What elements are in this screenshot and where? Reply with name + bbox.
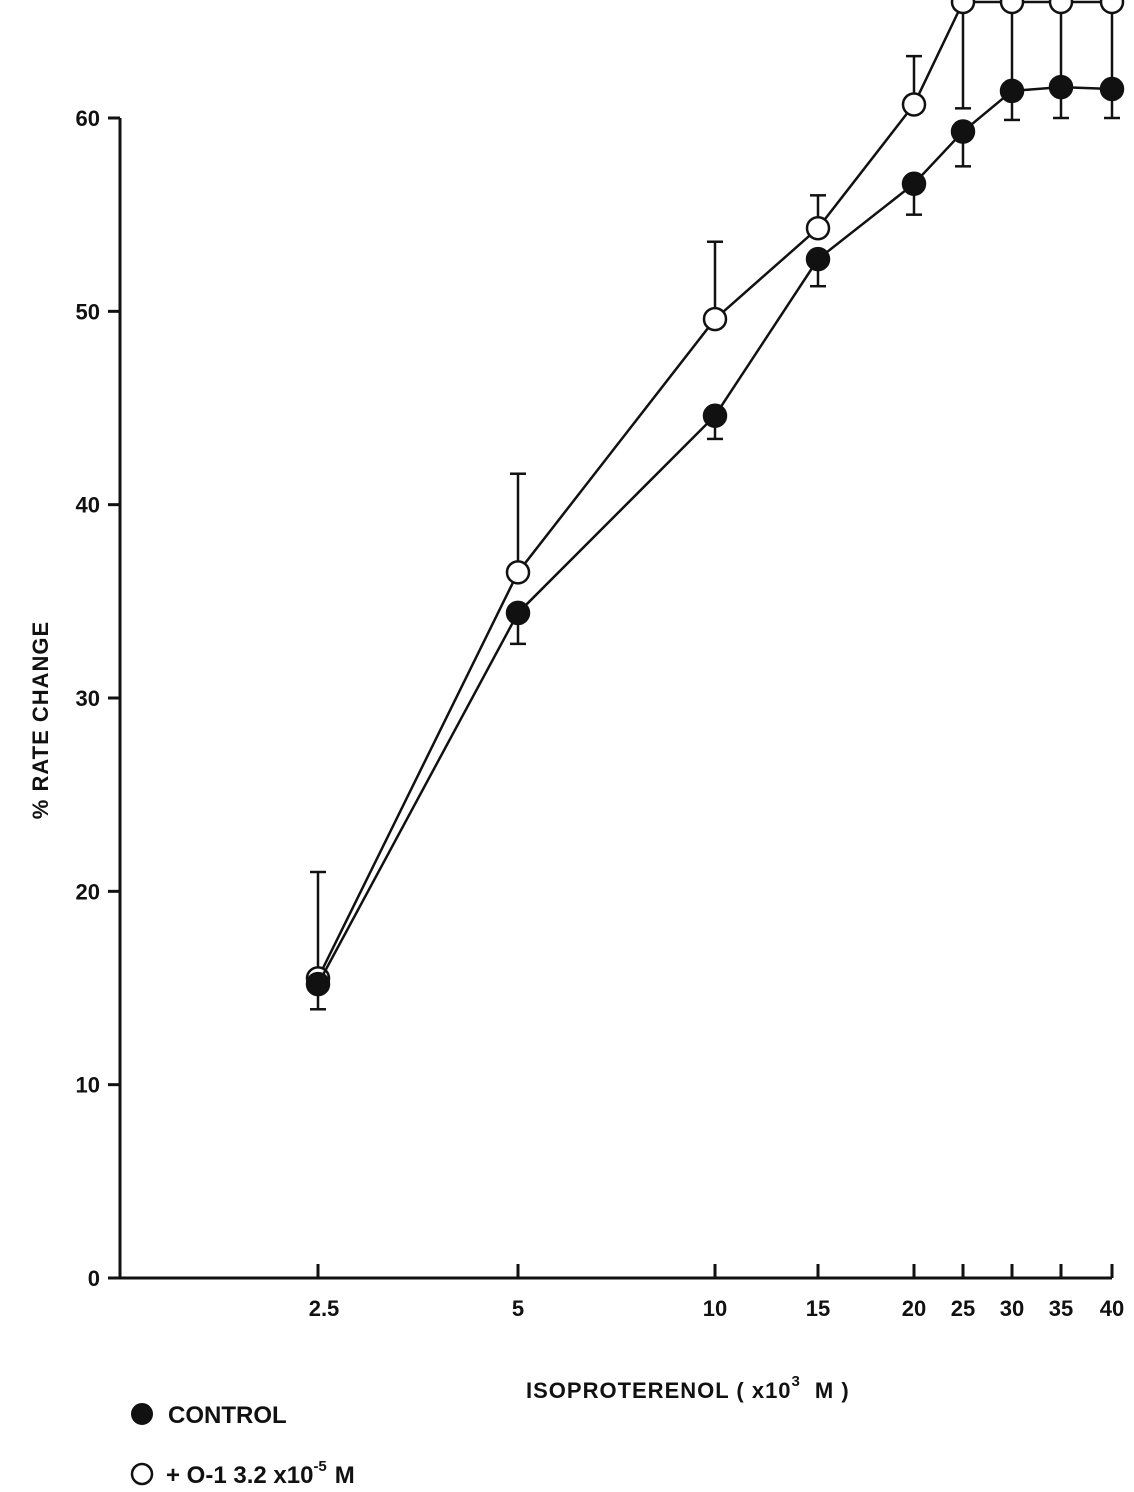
data-point-control [901, 171, 927, 196]
y-tick-label: 60 [76, 106, 100, 131]
data-point-o1 [950, 0, 976, 15]
y-tick-label: 40 [76, 493, 100, 518]
x-tick-label: 20 [902, 1296, 926, 1321]
x-ticks: 2.5 5 10 15 20 25 30 35 40 [309, 1264, 1124, 1321]
series-control [305, 74, 1125, 1011]
legend-o1-label-exponent: -5 [313, 1458, 326, 1475]
data-point-o1 [805, 215, 831, 241]
x-tick-label: 2.5 [309, 1296, 340, 1321]
legend: CONTROL + O-1 3.2 x10-5 M [130, 1402, 355, 1489]
data-point-control [805, 246, 831, 272]
legend-control-marker [131, 1403, 153, 1425]
legend-o1-label-prefix: + O-1 3.2 x10 [166, 1462, 313, 1489]
x-tick-label: 15 [806, 1296, 830, 1321]
y-axis-label: % RATE CHANGE [28, 621, 53, 819]
x-tick-label: 30 [1000, 1296, 1024, 1321]
x-tick-label: 5 [512, 1296, 524, 1321]
data-point-control [999, 78, 1025, 104]
data-point-o1 [505, 560, 531, 585]
data-point-control [950, 119, 976, 144]
data-point-o1 [1099, 0, 1125, 15]
legend-control-label: CONTROL [168, 1402, 287, 1429]
series-layer [305, 0, 1125, 1011]
x-axis-label-prefix: ISOPROTERENOL ( x10 [526, 1378, 792, 1403]
data-point-control [505, 600, 531, 626]
y-tick-label: 10 [76, 1073, 100, 1098]
y-tick-label: 20 [76, 879, 100, 904]
x-tick-label: 25 [951, 1296, 975, 1321]
series-line-o1 [316, 0, 1112, 979]
y-ticks: 0 10 20 30 40 50 60 [76, 106, 120, 1291]
data-point-control [305, 971, 331, 997]
series-line-control [316, 85, 1113, 985]
x-axis-label: ISOPROTERENOL ( x103 M ) [526, 1373, 850, 1403]
y-tick-label: 50 [76, 299, 100, 324]
legend-o1-marker [130, 1462, 154, 1486]
x-axis-label-suffix: M ) [815, 1378, 850, 1403]
series-o1 [305, 0, 1125, 991]
x-tick-label: 35 [1049, 1296, 1073, 1321]
x-axis-label-exponent: 3 [792, 1373, 801, 1390]
x-tick-label: 40 [1100, 1296, 1124, 1321]
legend-o1-label: + O-1 3.2 x10-5 M [166, 1458, 355, 1489]
data-point-o1 [999, 0, 1025, 15]
y-tick-label: 30 [76, 686, 100, 711]
data-point-control [702, 403, 728, 428]
data-point-control [1048, 74, 1074, 100]
legend-o1-label-suffix: M [335, 1462, 355, 1489]
y-tick-label: 0 [88, 1266, 100, 1291]
x-tick-label: 10 [703, 1296, 727, 1321]
data-point-control [1099, 76, 1125, 102]
data-point-o1 [901, 92, 927, 117]
data-point-o1 [1048, 0, 1074, 15]
data-point-o1 [702, 306, 728, 332]
axes [118, 118, 1112, 1280]
